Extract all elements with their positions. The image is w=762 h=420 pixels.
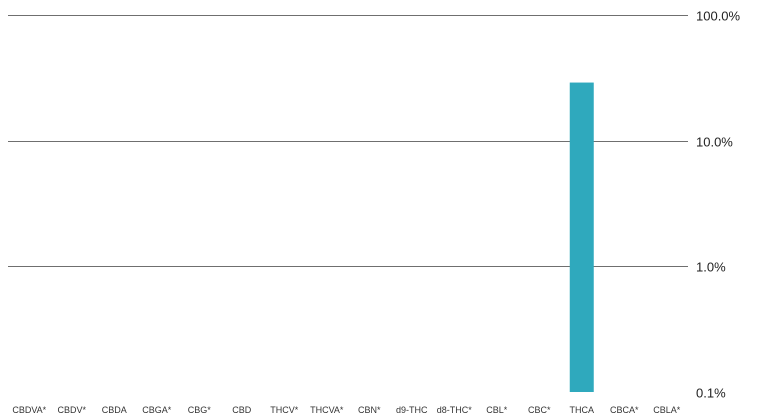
- x-tick-label: CBDA: [102, 405, 127, 415]
- y-tick-label: 0.1%: [696, 386, 726, 401]
- x-tick-label: CBL*: [486, 405, 508, 415]
- x-axis-ticks: CBDVA* CBDV* CBDA CBGA* CBG* CBD THCV* THCVA* CB…: [12, 405, 680, 415]
- x-tick-label: THCVA*: [310, 405, 344, 415]
- x-tick-label: d8-THC*: [437, 405, 473, 415]
- y-tick-label: 100.0%: [696, 9, 741, 24]
- x-tick-label: CBDV*: [57, 405, 86, 415]
- x-tick-label: THCA: [570, 405, 595, 415]
- x-tick-label: CBD: [232, 405, 252, 415]
- x-tick-label: CBLA*: [653, 405, 681, 415]
- x-tick-label: THCV*: [270, 405, 298, 415]
- bar: [569, 82, 594, 392]
- y-tick-label: 1.0%: [696, 260, 726, 275]
- x-tick-label: CBGA*: [142, 405, 172, 415]
- x-tick-label: d9-THC: [396, 405, 428, 415]
- bars: [569, 82, 594, 392]
- x-tick-label: CBN*: [358, 405, 381, 415]
- y-axis-ticks: 100.0% 10.0% 1.0% 0.1%: [696, 9, 741, 401]
- x-tick-label: CBG*: [188, 405, 212, 415]
- y-tick-label: 10.0%: [696, 135, 733, 150]
- x-tick-label: CBCA*: [610, 405, 639, 415]
- x-tick-label: CBDVA*: [12, 405, 46, 415]
- x-tick-label: CBC*: [528, 405, 551, 415]
